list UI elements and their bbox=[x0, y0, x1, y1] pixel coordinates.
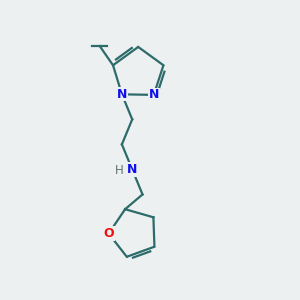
Text: N: N bbox=[148, 88, 159, 101]
Text: H: H bbox=[115, 164, 123, 177]
Text: N: N bbox=[127, 163, 137, 176]
Text: N: N bbox=[117, 88, 127, 101]
Text: O: O bbox=[103, 227, 114, 240]
